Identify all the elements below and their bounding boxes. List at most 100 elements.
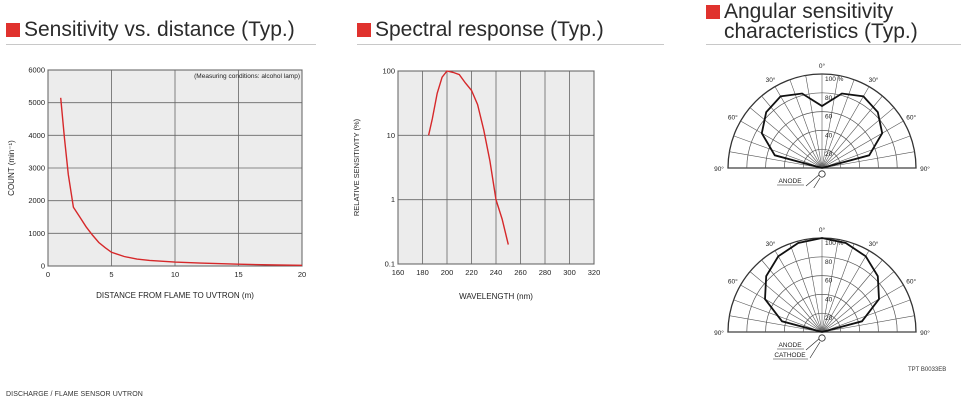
x-tick-label: 160 [392, 268, 405, 277]
y-tick-label: 0 [41, 262, 45, 271]
radial-label: 40 [825, 132, 833, 139]
x-tick-label: 320 [588, 268, 601, 277]
distance-section-title: Sensitivity vs. distance (Typ.) [6, 18, 295, 41]
angle-label: 60° [906, 114, 916, 122]
cathode-leader-line [813, 177, 821, 188]
angle-label: 30° [869, 76, 879, 84]
angle-spoke [821, 271, 895, 333]
distance-title-rule [6, 44, 316, 45]
spectral-chart: 160 180 200 220 240 260 280 300 320 0.1 1 10 100 WAVE… [352, 67, 601, 302]
radial-label: 20 [825, 151, 833, 158]
angle-label: 60° [728, 114, 738, 122]
angle-spoke [761, 95, 823, 169]
radial-label: 80 [825, 95, 833, 102]
x-tick-label: 220 [465, 268, 478, 277]
angle-label: 90° [920, 165, 930, 173]
angle-spoke [789, 243, 823, 333]
x-tick-label: 0 [46, 270, 50, 279]
cathode-label: CATHODE [774, 352, 806, 359]
angle-label: 60° [728, 278, 738, 286]
radial-label: 40 [825, 296, 833, 303]
anode-label: ANODE [778, 342, 802, 349]
x-tick-label: 5 [109, 270, 113, 279]
angle-label: 30° [869, 240, 879, 248]
angle-label: 90° [714, 165, 724, 173]
sensor-tube-icon [818, 170, 826, 178]
angle-spoke [821, 239, 839, 333]
spectral-title: Spectral response (Typ.) [375, 18, 604, 41]
y-tick-label: 2000 [28, 196, 45, 205]
y-tick-label: 4000 [28, 131, 45, 140]
title-marker-icon [706, 5, 720, 19]
y-tick-label: 0.1 [385, 260, 395, 269]
count-series-line [60, 97, 303, 266]
x-tick-label: 240 [490, 268, 503, 277]
angular-title-rule [706, 44, 961, 45]
angular-chart-lower: 0° 30° 30° 60° 60° 90° 90° 100 % 80 60 40 20 ANODE CA… [714, 226, 930, 360]
angle-spoke [729, 315, 823, 333]
anode-leader-line [805, 173, 821, 187]
radial-label: 100 % [825, 76, 844, 83]
angular-chart-upper: 0°30°30°60°60°90°90°100 %80604020ANODECA… [714, 62, 930, 188]
angle-spoke [774, 250, 823, 333]
cathode-leader-line [809, 341, 821, 359]
angle-spoke [740, 120, 823, 169]
x-axis-label: WAVELENGTH (nm) [459, 292, 533, 301]
y-tick-label: 3000 [28, 164, 45, 173]
footer-text: DISCHARGE / FLAME SENSOR UVTRON [6, 391, 143, 398]
angle-spoke [740, 284, 823, 333]
y-tick-label: 6000 [28, 66, 45, 75]
angle-spoke [821, 259, 883, 333]
angle-spoke [821, 284, 904, 333]
y-tick-label: 10 [387, 131, 395, 140]
angle-spoke [733, 135, 823, 169]
x-tick-label: 300 [563, 268, 576, 277]
angle-spoke [749, 107, 823, 169]
title-marker-icon [357, 23, 371, 37]
figure-code: TPT B0033EB [908, 367, 947, 373]
distance-chart: 0 5 10 15 20 0 1000 2000 3000 4000 5000 6000 (Measur… [7, 66, 306, 301]
angle-spoke [729, 151, 823, 169]
angle-label: 90° [714, 329, 724, 337]
title-marker-icon [6, 23, 20, 37]
spectral-section-title: Spectral response (Typ.) [357, 18, 604, 41]
angle-spoke [821, 120, 904, 169]
angle-spoke [805, 239, 823, 333]
angle-spoke [821, 250, 870, 333]
radial-label: 80 [825, 259, 833, 266]
angle-spoke [821, 86, 870, 169]
measurement-annotation: (Measuring conditions: alcohol lamp) [194, 73, 300, 80]
anode-leader-line [805, 337, 821, 351]
angle-label: 0° [819, 226, 826, 234]
angle-label: 90° [920, 329, 930, 337]
distance-title: Sensitivity vs. distance (Typ.) [24, 18, 295, 41]
angle-label: 30° [766, 240, 776, 248]
angle-spoke [821, 75, 839, 169]
angle-label: 0° [819, 62, 826, 70]
angle-label: 60° [906, 278, 916, 286]
angle-spoke [821, 95, 883, 169]
x-tick-label: 180 [416, 268, 429, 277]
radial-label: 60 [825, 114, 833, 121]
radial-label: 60 [825, 278, 833, 285]
spectral-title-rule [357, 44, 664, 45]
angular-title: Angular sensitivity characteristics (Typ… [724, 0, 918, 43]
x-tick-label: 10 [171, 270, 179, 279]
sensitivity-curve [764, 237, 880, 333]
x-tick-label: 20 [298, 270, 306, 279]
y-tick-label: 100 [382, 67, 395, 76]
radial-label: 100 % [825, 240, 844, 247]
angle-spoke [821, 135, 911, 169]
anode-label: ANODE [778, 178, 802, 185]
y-tick-label: 1 [391, 195, 395, 204]
angle-spoke [774, 86, 823, 169]
angle-spoke [821, 243, 855, 333]
angular-section-title: Angular sensitivity characteristics (Typ… [706, 0, 918, 43]
x-tick-label: 200 [441, 268, 454, 277]
angle-spoke [821, 107, 895, 169]
y-axis-label: COUNT (min⁻¹) [7, 140, 16, 196]
angle-spoke [805, 75, 823, 169]
sensitivity-curve [760, 92, 884, 169]
x-tick-label: 15 [234, 270, 242, 279]
y-tick-label: 5000 [28, 98, 45, 107]
